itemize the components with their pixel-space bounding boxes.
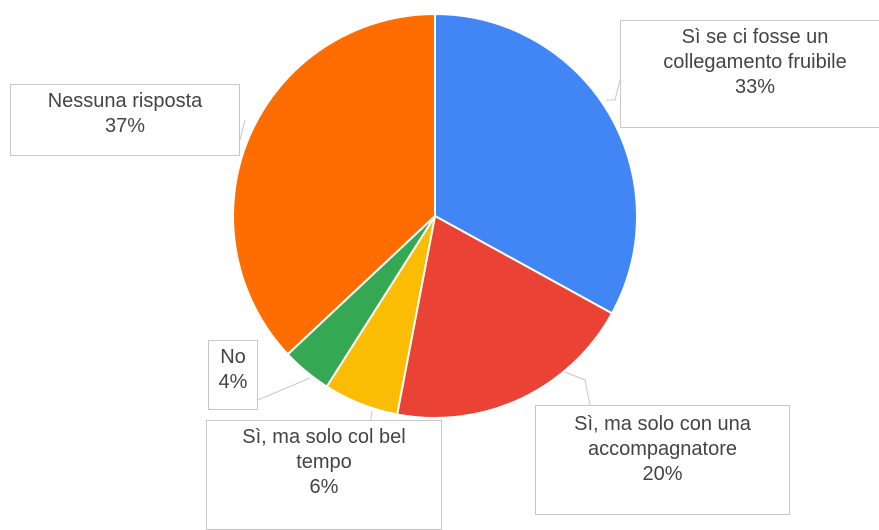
pie-slice [434, 12, 638, 315]
pie-slice [231, 12, 436, 356]
value-label: 6% [309, 476, 339, 498]
label-box: Sì se ci fosse un collegamento fruibile 3… [620, 20, 879, 128]
leader-line [559, 369, 591, 406]
slice-label: No [220, 346, 246, 368]
value-label: 20% [642, 463, 683, 485]
value-label: 4% [218, 371, 248, 393]
leader-line [239, 119, 246, 141]
label-box: Nessuna risposta 37% [10, 84, 240, 156]
slice-label: Sì se ci fosse un collegamento fruibile [663, 26, 847, 73]
slice-label: Sì, ma solo col bel tempo [242, 426, 406, 473]
leader-line [257, 377, 311, 401]
pie-slice [395, 214, 614, 419]
label-box: Sì, ma solo col bel tempo 6% [206, 420, 442, 530]
value-label: 37% [104, 115, 146, 137]
label-box: Sì, ma solo con una accompagnatore 20% [535, 405, 790, 515]
leader-line [606, 79, 621, 101]
label-box: No 4% [208, 340, 258, 410]
slice-label: Sì, ma solo con una accompagnatore [574, 413, 751, 460]
value-label: 33% [734, 76, 776, 98]
slice-label: Nessuna risposta [47, 90, 203, 112]
